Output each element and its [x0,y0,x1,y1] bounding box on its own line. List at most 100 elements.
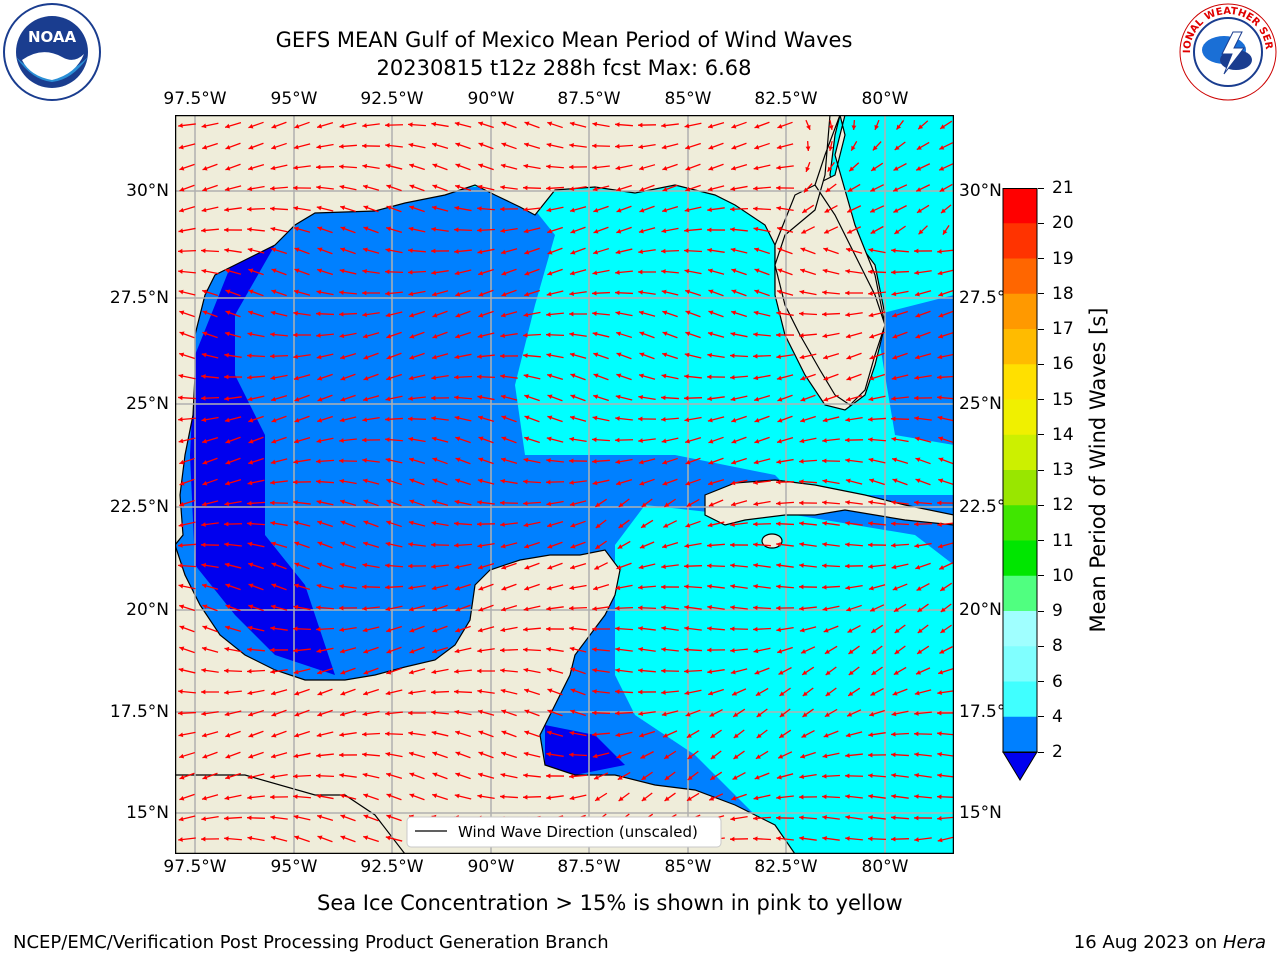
wave-direction-arrowhead [339,290,344,295]
wave-direction-arrowhead [730,522,735,527]
wave-direction-arrowhead [615,459,621,465]
wave-direction-arrowhead [707,626,712,631]
wave-direction-arrowhead [938,457,944,462]
wave-direction-arrowhead [731,795,737,801]
wave-direction-arrowhead [178,395,183,401]
wave-direction-arrowhead [569,730,575,736]
wave-direction-arrowhead [477,206,482,211]
wave-direction-arrowhead [201,123,207,129]
wave-direction-arrowhead [684,543,690,549]
wave-direction-arrowhead [684,584,689,590]
wave-direction-arrowhead [753,226,759,232]
wave-direction-arrowhead [524,585,530,591]
wave-direction-arrowhead [938,669,944,675]
wave-direction-arrowhead [753,165,759,171]
wave-direction-arrowhead [431,270,437,276]
wave-direction-arrowhead [615,143,620,149]
wave-direction-arrowhead [293,144,299,150]
wave-direction-arrowhead [547,250,553,255]
wave-direction-arrowhead [776,563,781,568]
wave-direction-arrowhead [500,333,506,339]
wave-direction-arrowhead [710,733,716,738]
wave-direction-arrowhead [478,585,484,591]
wave-direction-arrowhead [661,647,666,652]
wave-direction-arrowhead [731,165,737,171]
wave-direction-arrowhead [845,417,851,423]
wave-direction-arrowhead [454,354,460,360]
wave-direction-arrowhead [823,628,829,633]
wave-direction-arrowhead [592,437,597,443]
wave-direction-arrowhead [270,165,276,171]
wave-direction-arrowhead [754,417,760,423]
wave-direction-arrowhead [942,229,948,235]
colorbar-bin [1003,399,1037,436]
wave-direction-arrowhead [662,310,668,316]
wave-direction-arrowhead [776,185,781,191]
wave-direction-arrowhead [500,772,506,778]
wave-direction-arrowhead [914,731,919,737]
wave-direction-arrowhead [615,165,621,171]
wave-direction-arrowhead [432,793,438,799]
wave-direction-arrowhead [892,478,898,484]
wave-direction-arrowhead [616,754,622,759]
wave-direction-arrowhead [317,814,323,820]
colorbar-tick-mark [1038,434,1044,436]
wave-direction-arrowhead [615,710,620,716]
wave-direction-arrowhead [363,814,369,819]
wave-direction-arrowhead [523,185,528,191]
wave-direction-arrowhead [638,394,644,400]
wave-direction-arrowhead [501,270,507,276]
wave-direction-arrowhead [891,500,896,505]
wave-direction-arrowhead [409,772,415,778]
wave-direction-arrowhead [408,731,413,736]
wave-direction-arrowhead [523,332,528,338]
wave-direction-arrowhead [431,395,436,401]
wave-direction-arrowhead [294,417,300,423]
wave-direction-arrowhead [225,289,231,295]
wave-direction-arrowhead [639,186,645,192]
wave-direction-arrowhead [409,606,414,612]
colorbar-tick-label: 2 [1052,742,1063,762]
wave-direction-arrowhead [639,373,644,379]
wave-direction-arrowhead [845,521,850,526]
wave-direction-arrowhead [776,375,782,381]
wave-direction-arrowhead [271,268,277,273]
wave-direction-arrowhead [753,584,758,589]
wave-direction-arrowhead [363,499,369,505]
wave-direction-arrowhead [317,541,323,546]
wave-direction-arrowhead [179,207,185,213]
wave-direction-arrowhead [918,124,924,130]
wave-direction-arrowhead [617,544,623,549]
wave-direction-arrowhead [845,753,850,758]
wave-direction-arrowhead [569,332,574,337]
colorbar-bin [1003,681,1037,718]
wave-direction-arrowhead [201,207,207,213]
wave-direction-arrowhead [362,627,368,633]
wave-direction-arrowhead [825,670,831,675]
wave-direction-arrowhead [454,205,460,211]
wave-direction-arrowhead [293,289,299,295]
wave-direction-arrowhead [868,836,873,842]
wave-direction-arrowhead [431,436,437,442]
wave-direction-arrowhead [707,522,713,528]
wave-direction-arrowhead [937,752,942,757]
wave-direction-arrowhead [687,754,693,759]
wave-direction-arrowhead [477,394,483,400]
wave-direction-arrowhead [432,772,438,777]
wave-direction-arrowhead [501,457,506,463]
wave-direction-arrowhead [454,270,460,276]
wave-direction-arrowhead [247,396,253,402]
wave-direction-arrowhead [386,355,392,360]
wave-direction-arrowhead [409,648,415,654]
wave-direction-arrowhead [776,542,781,547]
wave-direction-arrowhead [270,669,276,675]
wave-direction-arrowhead [592,165,597,170]
wave-direction-arrowhead [455,291,461,297]
wave-direction-arrowhead [868,732,874,738]
wave-direction-arrowhead [753,332,758,337]
wave-direction-arrowhead [894,145,900,150]
lon-tick-label: 87.5°W [557,857,621,877]
wave-direction-arrowhead [595,502,601,507]
wave-direction-arrowhead [386,627,392,633]
wave-direction-arrowhead [316,773,321,779]
